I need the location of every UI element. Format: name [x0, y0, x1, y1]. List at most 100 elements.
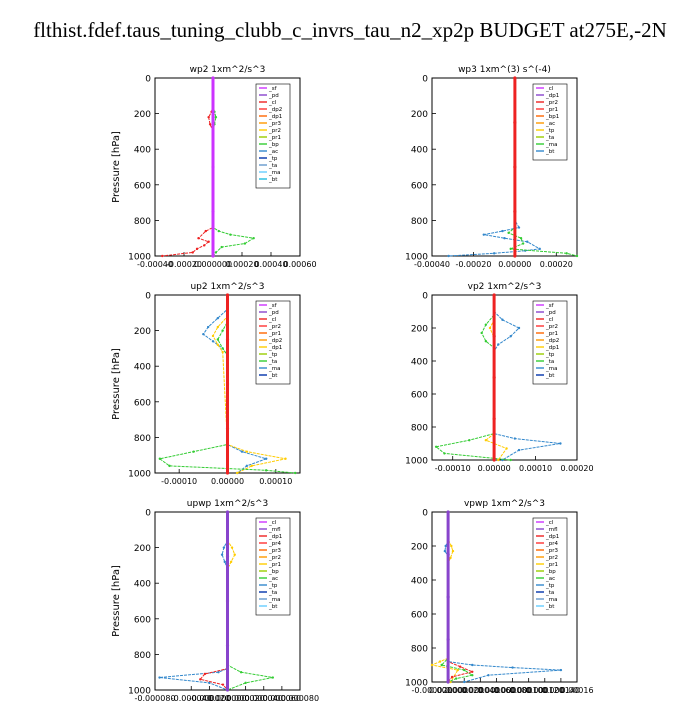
data-point — [216, 338, 220, 341]
y-tick-label: 0 — [145, 75, 151, 85]
data-point — [509, 335, 512, 338]
data-point — [245, 464, 249, 468]
data-point — [225, 337, 230, 342]
legend-entry: _ac — [545, 121, 555, 127]
data-point — [293, 471, 297, 475]
legend-entry: _cl — [268, 317, 277, 323]
data-point — [446, 595, 450, 599]
data-point — [471, 670, 474, 673]
chart-wp3: wp3 1xm^(3) s^(-4)02004006008001000-0.00… — [405, 65, 579, 269]
data-point — [191, 251, 194, 254]
y-tick-label: 800 — [411, 217, 428, 227]
data-point — [487, 674, 490, 677]
y-tick-label: 800 — [411, 645, 428, 655]
data-point — [233, 553, 236, 556]
x-tick-label: -0.00040 — [137, 260, 173, 269]
data-point — [471, 663, 474, 667]
data-point — [484, 323, 488, 326]
legend-entry: _bp — [268, 142, 279, 148]
y-tick-label: 600 — [134, 398, 151, 408]
y-tick-label: 1000 — [405, 679, 428, 689]
legend-entry: _pr1 — [268, 135, 281, 141]
legend-entry: _dp1 — [268, 114, 282, 120]
data-point — [220, 245, 223, 249]
y-axis-label: Pressure [hPa] — [111, 565, 122, 637]
y-tick-label: 1000 — [405, 253, 428, 263]
legend-entry: _pr2 — [545, 100, 558, 106]
data-point — [230, 546, 234, 549]
data-point — [521, 242, 525, 245]
data-point — [446, 510, 450, 514]
series-line-ac — [212, 78, 256, 257]
legend-entry: _pr3 — [268, 548, 282, 554]
legend-entry: _tp — [268, 156, 278, 162]
data-point — [492, 252, 496, 255]
legend-entry: _cl — [268, 520, 277, 526]
legend-box — [532, 300, 568, 385]
data-point — [484, 439, 488, 442]
data-point — [509, 458, 512, 462]
series-line-dp1 — [199, 512, 228, 691]
legend-entry: _pr3 — [268, 121, 282, 127]
data-point — [208, 681, 211, 685]
data-point — [225, 471, 230, 475]
data-point — [484, 340, 488, 343]
data-point — [203, 672, 207, 676]
data-point — [245, 450, 249, 453]
data-point — [526, 240, 529, 243]
x-tick-label: 0.000040 — [245, 694, 283, 703]
y-tick-label: 0 — [422, 75, 428, 85]
legend-entry: _ac — [268, 149, 278, 155]
data-point — [513, 76, 517, 80]
chart-title: wp2 1xm^2/s^3 — [190, 65, 266, 75]
legend-entry: _pr3 — [545, 548, 559, 554]
y-tick-label: 600 — [134, 181, 151, 191]
data-point — [243, 242, 247, 245]
data-point — [446, 680, 450, 684]
data-point — [207, 115, 210, 119]
legend-entry: _bp1 — [545, 114, 559, 120]
legend-entry: _cl — [545, 317, 554, 323]
y-tick-label: 0 — [422, 292, 428, 302]
data-point — [565, 252, 568, 255]
data-point — [208, 123, 212, 126]
data-point — [513, 120, 517, 125]
legend-entry: _dp1 — [545, 93, 559, 99]
chart-title: upwp 1xm^2/s^3 — [187, 499, 268, 509]
y-tick-label: 800 — [134, 434, 151, 444]
x-tick-label: -0.000020 — [189, 694, 230, 703]
y-axis-label: Pressure [hPa] — [111, 131, 122, 203]
chart-vp2: vp2 1xm^2/s^3 0 200 400 600 800 1000 -0.00010 0.… — [405, 282, 593, 473]
legend-entry: _ta — [545, 590, 554, 596]
legend-entry: _dp1 — [545, 345, 559, 351]
data-point — [284, 457, 287, 460]
data-point — [168, 464, 171, 468]
data-point — [225, 510, 230, 514]
x-tick-label: 0.00060 — [283, 260, 316, 269]
data-point — [229, 233, 232, 236]
x-tick-label: 0.000100 — [510, 686, 548, 695]
data-point — [456, 668, 459, 672]
data-point — [204, 229, 207, 233]
legend-entry: _dp1 — [545, 534, 559, 540]
data-point — [202, 332, 205, 336]
data-point — [501, 229, 504, 233]
data-point — [450, 675, 454, 679]
x-tick-label: 0.00010 — [259, 477, 292, 486]
data-point — [458, 665, 462, 668]
data-point — [438, 660, 442, 663]
chart-upwp: upwp 1xm^2/s^3 0 200 400 600 800 1000-0.000080… — [111, 499, 319, 703]
plot-frame — [154, 77, 301, 257]
x-tick-label: 0.00000 — [478, 464, 511, 473]
x-tick-label: 0.000080 — [281, 694, 319, 703]
legend-entry: _pr1 — [268, 562, 281, 568]
x-tick-label: -0.00020 — [455, 260, 491, 269]
legend-entry: _sf — [268, 86, 278, 92]
data-point — [158, 676, 161, 679]
legend-entry: _cl — [545, 520, 554, 526]
data-point — [217, 671, 220, 674]
legend-entry: _tp — [268, 352, 278, 358]
data-point — [221, 683, 225, 686]
y-tick-label: 800 — [134, 217, 151, 227]
plot-frame — [431, 294, 578, 461]
